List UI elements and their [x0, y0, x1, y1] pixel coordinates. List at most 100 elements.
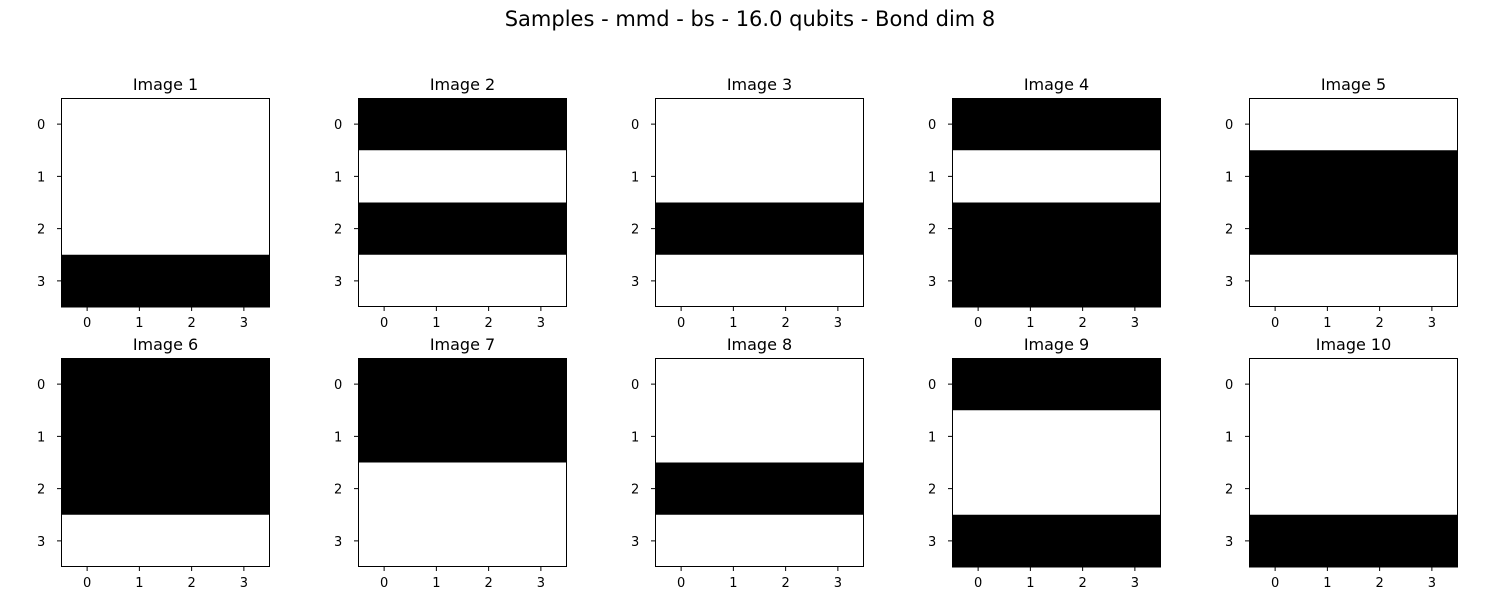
image-row-cell [655, 150, 864, 203]
image-row-cell [655, 410, 864, 463]
x-tick-label: 1 [135, 576, 143, 591]
image-row-cell [952, 98, 1161, 151]
chart-title: Samples - mmd - bs - 16.0 qubits - Bond … [504, 7, 996, 31]
x-tick-label: 1 [432, 576, 440, 591]
image-panel: Image 9 0 1 2 3 0 1 2 3 [928, 335, 1161, 591]
y-tick-label: 2 [928, 223, 936, 238]
x-tick-label: 3 [537, 576, 545, 591]
axes-frame [952, 358, 1161, 567]
axes-frame [655, 358, 864, 567]
panel-title: Image 9 [1024, 335, 1089, 354]
x-tick-label: 2 [1375, 576, 1383, 591]
image-row-cell [655, 98, 864, 151]
x-tick-label: 3 [240, 576, 248, 591]
x-tick-label: 2 [484, 316, 492, 331]
image-row-cell [61, 514, 270, 568]
y-tick-label: 2 [928, 483, 936, 498]
image-panel: Image 3 0 1 2 3 0 1 2 3 [631, 75, 864, 331]
image-row-cell [1249, 150, 1458, 203]
x-tick-label: 1 [432, 316, 440, 331]
panel-title: Image 8 [727, 335, 792, 354]
x-tick-label: 1 [729, 576, 737, 591]
panel-title: Image 6 [133, 335, 198, 354]
panel-title: Image 4 [1024, 75, 1089, 94]
x-tick-label: 2 [187, 576, 195, 591]
image-row-cell [61, 98, 270, 151]
image-row-cell [952, 150, 1161, 203]
image-row-cell [1249, 254, 1458, 308]
axes-frame [61, 358, 270, 567]
x-tick-label: 3 [1428, 316, 1436, 331]
image-row-cell [655, 462, 864, 516]
image-panel: Image 2 0 1 2 3 0 1 2 3 [334, 75, 567, 331]
axes-frame [1249, 358, 1458, 567]
image-panel: Image 8 0 1 2 3 0 1 2 3 [631, 335, 864, 591]
image-row-cell [952, 410, 1161, 463]
y-tick-label: 2 [631, 223, 639, 238]
x-tick-label: 3 [1428, 576, 1436, 591]
image-row-cell [655, 514, 864, 568]
image-row-cell [358, 462, 567, 516]
image-row-cell [952, 462, 1161, 516]
y-tick-label: 2 [37, 483, 45, 498]
y-tick-label: 3 [1225, 535, 1233, 550]
y-tick-label: 1 [37, 170, 45, 185]
y-tick-label: 2 [1225, 483, 1233, 498]
image-row-cell [1249, 410, 1458, 463]
x-tick-label: 2 [1078, 576, 1086, 591]
image-panel: Image 10 0 1 2 3 0 1 2 3 [1225, 335, 1458, 591]
x-tick-label: 2 [187, 316, 195, 331]
image-row-cell [1249, 202, 1458, 256]
x-tick-label: 3 [537, 316, 545, 331]
x-tick-label: 1 [1026, 316, 1034, 331]
y-tick-label: 2 [631, 483, 639, 498]
image-row-cell [1249, 98, 1458, 151]
image-row-cell [358, 150, 567, 203]
image-row-cell [358, 202, 567, 256]
axes-frame [1249, 98, 1458, 307]
image-row-cell [358, 410, 567, 463]
y-tick-label: 3 [631, 275, 639, 290]
y-tick-label: 1 [1225, 170, 1233, 185]
image-row-cell [952, 254, 1161, 308]
image-row-cell [61, 254, 270, 308]
image-row-cell [358, 358, 567, 411]
panel-title: Image 2 [430, 75, 495, 94]
x-tick-label: 1 [135, 316, 143, 331]
axes-frame [61, 98, 270, 307]
image-panel: Image 1 0 1 2 3 0 1 2 3 [37, 75, 270, 331]
y-tick-label: 3 [37, 275, 45, 290]
y-tick-label: 3 [928, 535, 936, 550]
image-row-cell [61, 462, 270, 516]
x-tick-label: 2 [1375, 316, 1383, 331]
x-tick-label: 0 [974, 576, 982, 591]
x-tick-label: 0 [677, 316, 685, 331]
panel-title: Image 1 [133, 75, 198, 94]
x-tick-label: 0 [83, 316, 91, 331]
y-tick-label: 0 [37, 378, 45, 393]
y-tick-label: 3 [1225, 275, 1233, 290]
panel-title: Image 3 [727, 75, 792, 94]
image-row-cell [952, 202, 1161, 256]
y-tick-label: 1 [37, 430, 45, 445]
panel-title: Image 5 [1321, 75, 1386, 94]
y-tick-label: 0 [928, 118, 936, 133]
y-tick-label: 0 [1225, 378, 1233, 393]
image-row-cell [1249, 514, 1458, 568]
image-row-cell [655, 254, 864, 308]
image-row-cell [358, 254, 567, 308]
axes-frame [655, 98, 864, 307]
x-tick-label: 3 [834, 316, 842, 331]
image-row-cell [61, 358, 270, 411]
y-tick-label: 3 [631, 535, 639, 550]
image-row-cell [1249, 462, 1458, 516]
panel-title: Image 7 [430, 335, 495, 354]
x-tick-label: 0 [380, 316, 388, 331]
image-row-cell [61, 410, 270, 463]
axes-frame [358, 98, 567, 307]
y-tick-label: 3 [334, 535, 342, 550]
y-tick-label: 3 [928, 275, 936, 290]
image-row-cell [655, 202, 864, 256]
